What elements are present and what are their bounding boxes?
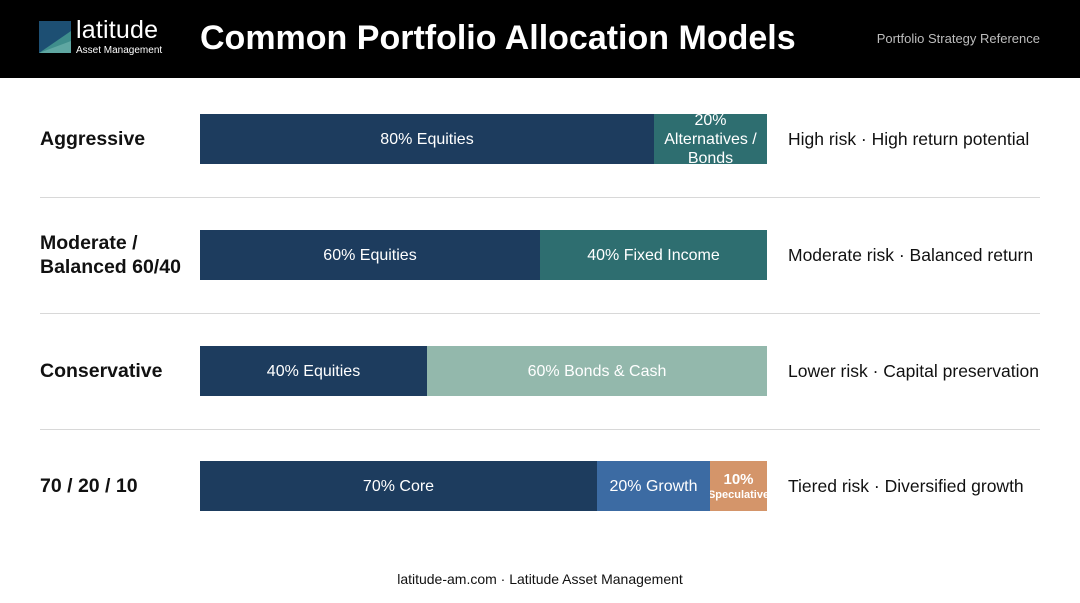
allocation-row: Aggressive 80% Equities 20% Alternatives /… — [0, 114, 1080, 164]
footer-text: latitude-am.com · Latitude Asset Managem… — [397, 571, 683, 587]
row-description: High risk · High return potential — [788, 129, 1030, 149]
bar-segment: 60% Bonds & Cash — [427, 346, 767, 396]
page-subtitle: Portfolio Strategy Reference — [876, 31, 1040, 46]
row-label: Conservative — [40, 360, 163, 382]
segment-label: 40% Fixed Income — [587, 246, 720, 264]
bar-segment: 70% Core — [200, 461, 597, 511]
row-label: Aggressive — [40, 128, 146, 150]
row-divider — [40, 313, 1040, 314]
stacked-bar: 80% Equities 20% Alternatives / Bonds — [200, 114, 767, 164]
allocation-row: Conservative 40% Equities 60% Bonds & Cash… — [0, 346, 1080, 396]
page-title: Common Portfolio Allocation Models — [200, 19, 796, 57]
row-label: Moderate / Balanced 60/40 — [40, 231, 181, 279]
bar-segment: 60% Equities — [200, 230, 540, 280]
allocation-row: 70 / 20 / 10 70% Core 20% Growth 10% Specula… — [0, 461, 1080, 511]
brand-logo: latitude Asset Management — [39, 16, 167, 60]
bar-segment: 20% Growth — [597, 461, 710, 511]
row-divider — [40, 197, 1040, 198]
segment-label: 40% Equities — [266, 362, 361, 380]
segment-label: 10% — [723, 470, 754, 488]
logo-mark-icon — [39, 21, 71, 53]
bar-segment: 80% Equities — [200, 114, 654, 164]
bar-segment: 20% Alternatives / Bonds — [654, 114, 767, 164]
stacked-bar: 60% Equities 40% Fixed Income — [200, 230, 767, 280]
logo-tagline: Asset Management — [76, 45, 163, 56]
row-label: 70 / 20 / 10 — [40, 475, 138, 497]
row-description: Lower risk · Capital preservation — [788, 361, 1039, 381]
logo-wordmark: latitude — [76, 16, 159, 44]
row-label-line: Moderate / — [40, 232, 138, 254]
row-description: Moderate risk · Balanced return — [788, 245, 1034, 265]
row-label-line: Balanced 60/40 — [40, 256, 181, 278]
segment-label: 70% Core — [362, 477, 435, 495]
segment-label: 80% Equities — [380, 130, 474, 148]
segment-label: 60% Bonds & Cash — [527, 362, 667, 380]
stacked-bar: 70% Core 20% Growth 10% Speculative — [200, 461, 767, 511]
bar-segment: 40% Equities — [200, 346, 427, 396]
stacked-bar: 40% Equities 60% Bonds & Cash — [200, 346, 767, 396]
allocation-row: Moderate / Balanced 60/40 60% Equities 40% … — [0, 230, 1080, 280]
row-divider — [40, 429, 1040, 430]
segment-label: 60% Equities — [323, 246, 417, 264]
row-description: Tiered risk · Diversified growth — [788, 476, 1024, 496]
segment-label: 20% Growth — [609, 477, 698, 495]
header-bar: latitude Asset Management Common Portfol… — [0, 0, 1080, 78]
bar-segment: 10% Speculative — [710, 461, 767, 511]
segment-label: 20% Alternatives / Bonds — [664, 114, 757, 164]
segment-sublabel: Speculative — [710, 488, 767, 501]
bar-segment: 40% Fixed Income — [540, 230, 767, 280]
